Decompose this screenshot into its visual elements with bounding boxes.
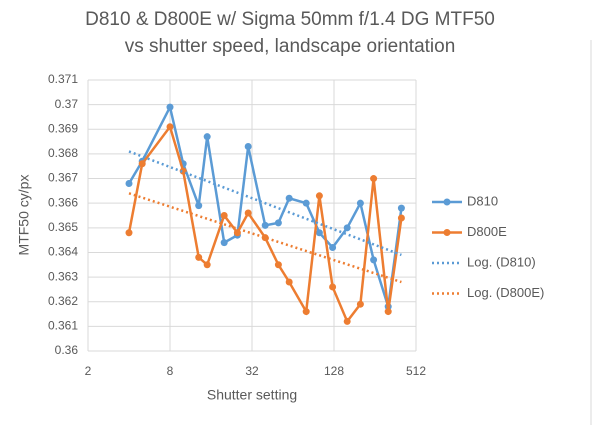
y-tick-label: 0.363 [48,269,78,283]
y-tick-label: 0.365 [48,220,78,234]
data-point [315,229,323,237]
data-point [343,224,351,232]
data-point [244,209,252,217]
x-axis-title: Shutter setting [207,387,297,403]
y-tick-label: 0.369 [48,121,78,135]
data-point [343,317,351,325]
trendline [128,150,402,257]
data-point [233,229,241,237]
legend-marker [443,229,451,236]
data-point [397,214,405,222]
data-point [274,219,282,227]
chart-title: D810 & D800E w/ Sigma 50mm f/1.4 DG MTF5… [85,9,495,30]
data-point [356,199,364,207]
legend-marker [443,198,451,206]
legend-label: Log. (D800E) [467,285,544,300]
data-point [329,244,337,252]
data-point [195,202,203,210]
data-point [370,175,378,183]
x-tick-label: 8 [167,364,174,378]
data-point [397,204,405,212]
y-axis-title: MTF50 cy/px [16,175,32,256]
y-tick-label: 0.364 [48,245,78,259]
data-point [203,133,211,141]
y-tick-label: 0.366 [48,195,78,209]
data-point [302,308,310,316]
data-point [125,229,133,237]
y-tick-label: 0.362 [48,294,78,308]
data-point [274,261,282,269]
data-point [285,278,293,286]
data-point [384,308,392,316]
y-tick-label: 0.36 [55,343,79,357]
y-tick-label: 0.37 [55,97,79,111]
data-point [166,103,174,111]
y-tick-label: 0.367 [48,171,78,185]
y-tick-label: 0.361 [48,319,78,333]
data-point [370,256,378,264]
series-line [127,124,403,324]
x-tick-label: 128 [324,364,344,378]
chart-subtitle: vs shutter speed, landscape orientation [125,36,456,57]
legend-label: Log. (D810) [467,254,536,269]
data-point [125,179,133,187]
data-point [166,123,174,131]
data-point [285,194,293,202]
legend-label: D810 [467,193,498,208]
data-point [329,283,337,291]
data-point [356,300,364,308]
data-point [261,221,269,229]
data-point [220,239,228,247]
y-tick-label: 0.368 [48,146,78,160]
x-tick-label: 32 [245,364,259,378]
data-point [195,253,203,261]
data-point [138,160,146,168]
x-tick-label: 512 [406,364,426,378]
data-point [315,192,323,200]
legend-label: D800E [467,224,507,239]
data-point [302,199,310,207]
data-point [220,212,228,219]
data-point [203,261,211,269]
y-tick-label: 0.371 [48,72,78,86]
data-point [244,143,252,151]
x-tick-label: 2 [85,364,92,378]
data-point [179,167,187,175]
